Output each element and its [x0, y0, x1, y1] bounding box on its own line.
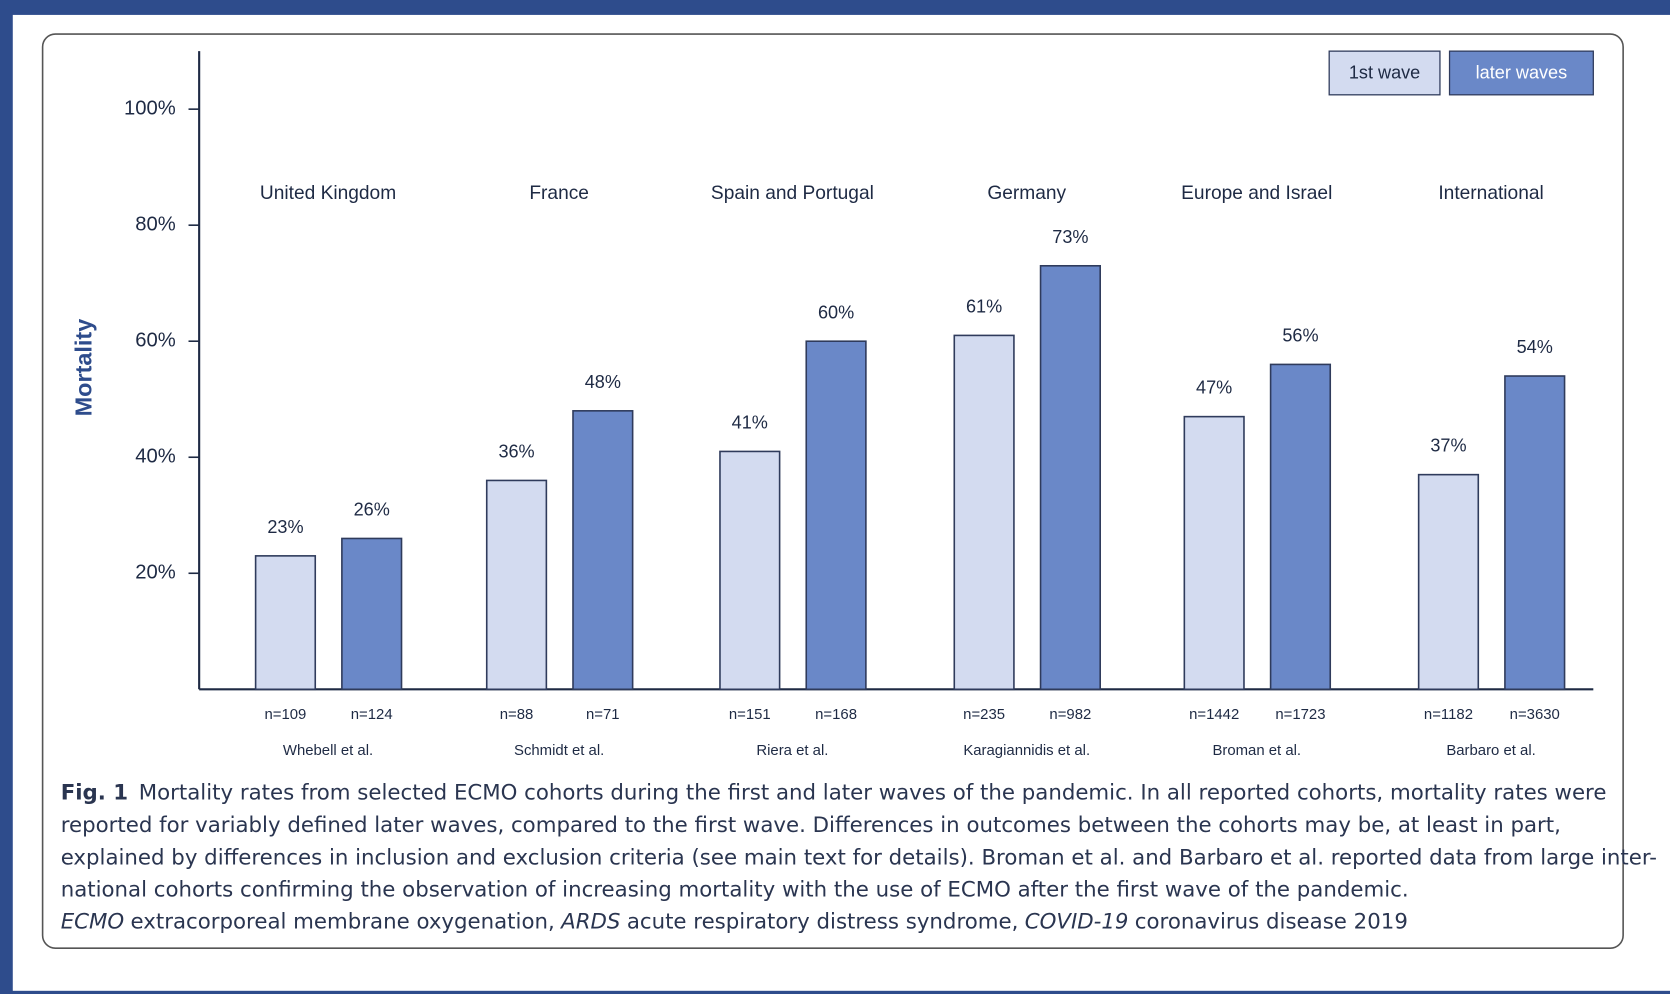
study-label: Riera et al. — [756, 743, 828, 759]
bar — [1269, 363, 1332, 691]
category-label: Europe and Israel — [1181, 183, 1332, 204]
bar — [953, 334, 1015, 691]
caption: Fig. 1 Mortality rates from selected ECMO… — [61, 781, 1657, 935]
study-label: Whebell et al. — [283, 743, 373, 759]
value-label: 56% — [1282, 325, 1318, 345]
bar — [719, 450, 781, 691]
category-label: Spain and Portugal — [711, 183, 874, 204]
y-tick-label: 80% — [135, 214, 175, 236]
bar — [485, 479, 548, 691]
abbreviations: ECMO extracorporeal membrane oxygenation,… — [61, 910, 1408, 935]
sample-size: n=1442 — [1189, 707, 1239, 723]
y-tick-label: 20% — [135, 562, 175, 584]
caption-line: reported for variably defined later wave… — [61, 813, 1561, 838]
value-label: 73% — [1052, 227, 1088, 247]
sample-size: n=235 — [963, 707, 1005, 723]
study-label: Barbaro et al. — [1446, 743, 1535, 759]
value-label: 60% — [818, 302, 854, 322]
value-label: 26% — [354, 500, 390, 520]
sample-size: n=151 — [729, 707, 771, 723]
study-label: Karagiannidis et al. — [963, 743, 1090, 759]
y-tick-label: 40% — [135, 446, 175, 468]
bar — [254, 555, 317, 691]
bar — [572, 410, 634, 691]
category-label: United Kingdom — [260, 183, 396, 204]
bar — [341, 537, 403, 691]
bar — [1504, 375, 1566, 691]
y-tick-label: 60% — [135, 330, 175, 352]
value-label: 48% — [585, 372, 621, 392]
abbreviation-term: ARDS — [559, 910, 620, 935]
value-label: 36% — [498, 442, 534, 462]
study-label: Schmidt et al. — [514, 743, 604, 759]
sample-size: n=1723 — [1275, 707, 1325, 723]
abbreviation-term: ECMO — [61, 910, 124, 935]
bar — [805, 340, 867, 691]
value-label: 41% — [732, 413, 768, 433]
caption-line: national cohorts confirming the observat… — [61, 878, 1409, 903]
caption-line: explained by differences in inclusion an… — [61, 845, 1657, 870]
study-label: Broman et al. — [1212, 743, 1301, 759]
abbreviation-definition: acute respiratory distress syndrome, — [627, 910, 1019, 935]
value-label: 61% — [966, 296, 1002, 316]
caption-text: reported for variably defined later wave… — [61, 813, 1561, 838]
caption-line: Fig. 1 Mortality rates from selected ECMO… — [61, 781, 1607, 806]
abbreviation-term: COVID-19 — [1025, 910, 1129, 935]
value-label: 37% — [1430, 436, 1466, 456]
sample-size: n=3630 — [1510, 707, 1560, 723]
figure-box — [41, 33, 1624, 949]
bar — [1183, 415, 1245, 691]
legend-swatch — [1328, 50, 1441, 96]
y-axis-label: Mortality — [70, 319, 96, 417]
bar — [1039, 264, 1101, 691]
bar — [1417, 473, 1480, 691]
sample-size: n=982 — [1049, 707, 1091, 723]
caption-text: explained by differences in inclusion an… — [61, 845, 1657, 870]
abbreviation-definition: coronavirus disease 2019 — [1135, 910, 1408, 935]
sample-size: n=1182 — [1424, 707, 1473, 723]
abbreviation-definition: extracorporeal membrane oxygenation, — [131, 910, 555, 935]
caption-label: Fig. 1 — [61, 781, 128, 806]
legend-swatch — [1448, 50, 1594, 96]
legend-label: later waves — [1476, 62, 1568, 82]
sample-size: n=168 — [815, 707, 857, 723]
value-label: 47% — [1196, 378, 1232, 398]
category-label: International — [1438, 183, 1543, 204]
caption-text: Mortality rates from selected ECMO cohor… — [139, 781, 1607, 806]
caption-text: national cohorts confirming the observat… — [61, 878, 1409, 903]
sample-size: n=124 — [351, 707, 393, 723]
sample-size: n=71 — [586, 707, 620, 723]
legend-label: 1st wave — [1349, 62, 1420, 82]
y-tick-label: 100% — [124, 97, 176, 119]
sample-size: n=88 — [500, 707, 534, 723]
category-label: Germany — [987, 183, 1066, 204]
category-label: France — [529, 183, 589, 204]
value-label: 23% — [267, 517, 303, 537]
sample-size: n=109 — [264, 707, 306, 723]
value-label: 54% — [1517, 337, 1553, 357]
